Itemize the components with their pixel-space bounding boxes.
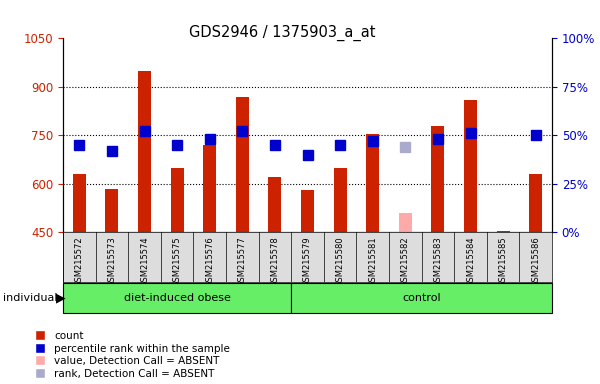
Text: control: control xyxy=(402,293,441,303)
Bar xyxy=(497,231,509,232)
Text: ▶: ▶ xyxy=(56,291,65,305)
Bar xyxy=(203,145,216,232)
Bar xyxy=(366,134,379,232)
Bar xyxy=(431,126,445,232)
Bar xyxy=(268,177,281,232)
Text: GSM215575: GSM215575 xyxy=(173,236,182,287)
Text: GSM215581: GSM215581 xyxy=(368,236,377,287)
Bar xyxy=(236,96,249,232)
Text: GSM215585: GSM215585 xyxy=(499,236,508,287)
Text: individual: individual xyxy=(3,293,58,303)
Text: GSM215577: GSM215577 xyxy=(238,236,247,287)
Text: GSM215572: GSM215572 xyxy=(75,236,84,287)
Bar xyxy=(73,174,86,232)
Bar xyxy=(170,168,184,232)
Text: GSM215584: GSM215584 xyxy=(466,236,475,287)
Text: GSM215576: GSM215576 xyxy=(205,236,214,287)
Text: GSM215578: GSM215578 xyxy=(271,236,280,287)
Text: GSM215583: GSM215583 xyxy=(433,236,442,287)
Text: GSM215574: GSM215574 xyxy=(140,236,149,287)
Bar xyxy=(138,71,151,232)
FancyBboxPatch shape xyxy=(63,283,291,313)
Text: diet-induced obese: diet-induced obese xyxy=(124,293,230,303)
Text: GSM215579: GSM215579 xyxy=(303,236,312,287)
Bar xyxy=(464,100,477,232)
Text: GSM215580: GSM215580 xyxy=(335,236,344,287)
Bar xyxy=(106,189,118,232)
Bar xyxy=(334,168,347,232)
Text: GDS2946 / 1375903_a_at: GDS2946 / 1375903_a_at xyxy=(189,25,375,41)
Text: GSM215582: GSM215582 xyxy=(401,236,410,287)
Text: GSM215586: GSM215586 xyxy=(531,236,540,287)
Bar xyxy=(529,174,542,232)
Legend: count, percentile rank within the sample, value, Detection Call = ABSENT, rank, : count, percentile rank within the sample… xyxy=(35,331,230,379)
Text: GSM215573: GSM215573 xyxy=(107,236,116,287)
Bar xyxy=(301,190,314,232)
Bar xyxy=(399,213,412,232)
FancyBboxPatch shape xyxy=(291,283,552,313)
